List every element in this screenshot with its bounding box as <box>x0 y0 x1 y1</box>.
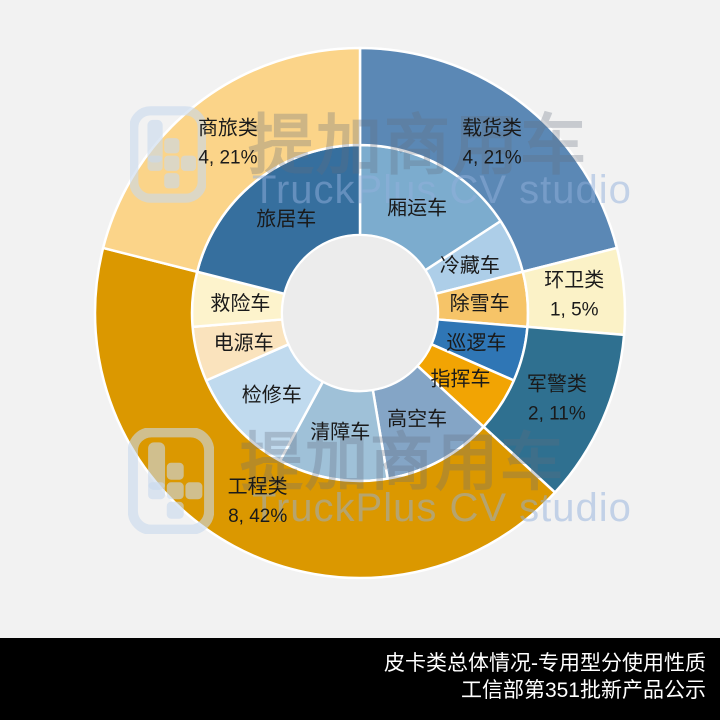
donut-chart <box>93 46 627 580</box>
caption-subtitle: 工信部第351批新产品公示 <box>460 679 706 702</box>
caption-title: 皮卡类总体情况-专用型分使用性质 <box>384 652 706 675</box>
donut-segment-outer <box>358 46 619 274</box>
donut-hole <box>281 234 439 392</box>
caption-bar: 皮卡类总体情况-专用型分使用性质 工信部第351批新产品公示 <box>0 638 720 720</box>
